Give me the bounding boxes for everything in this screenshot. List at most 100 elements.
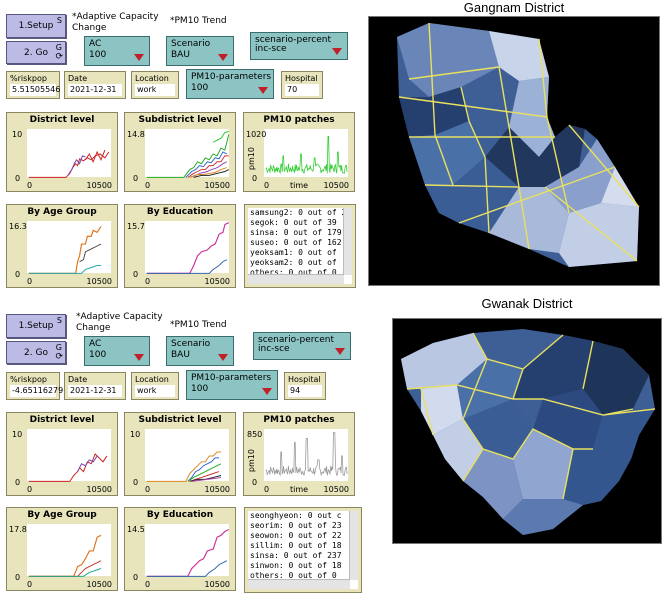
- setup-key: S: [56, 16, 62, 25]
- x-max-label: 10500: [86, 181, 112, 190]
- date-value: 2021-12-31: [68, 84, 122, 96]
- output-line: samsung2: 0 out of 2: [250, 208, 347, 217]
- ac-label: AC: [89, 39, 102, 49]
- plot-title: PM10 patches: [263, 415, 335, 425]
- setup-button[interactable]: 1.Setup S: [6, 14, 66, 38]
- y-max-label: 15.7: [127, 222, 145, 231]
- location-monitor: Location work: [131, 71, 179, 99]
- location-value: work: [135, 84, 175, 96]
- output-line: yeoksam2: 0 out of: [250, 258, 337, 267]
- x-min-label: 0: [145, 181, 151, 190]
- scenario-percent-chooser[interactable]: scenario-percent inc-sce: [253, 332, 351, 360]
- y-max-label: 850: [247, 430, 263, 439]
- gangnam-map-view[interactable]: [368, 16, 660, 286]
- location-label: Location: [135, 74, 169, 83]
- adaptive-capacity-note: *Adaptive Capacity Change: [76, 312, 163, 333]
- gangnam-district-shape: [397, 22, 640, 267]
- hospital-monitor: Hospital 70: [281, 71, 323, 99]
- x-min-label: 0: [264, 181, 270, 190]
- plot-title: By Age Group: [27, 510, 97, 520]
- ac-chooser[interactable]: AC 100: [84, 36, 150, 66]
- scenario-percent-chooser[interactable]: scenario-percent inc-sce: [250, 32, 348, 60]
- x-axis-label: time: [290, 485, 309, 494]
- y-max-label: 14.5: [127, 525, 145, 534]
- dropdown-arrow-icon: [332, 48, 342, 55]
- setup-button-label: 1.Setup: [18, 21, 54, 31]
- scenario-chooser[interactable]: Scenario BAU: [166, 36, 234, 66]
- y-min-label: 0: [15, 270, 21, 279]
- pm10-parameters-value: 100: [191, 384, 271, 396]
- hospital-monitor: Hospital 94: [284, 372, 326, 400]
- x-min-label: 0: [27, 580, 33, 589]
- x-min-label: 0: [145, 485, 151, 494]
- riskpop-label: %riskpop: [10, 375, 47, 384]
- output-line: sillim: 0 out of 18: [250, 541, 342, 550]
- pm10-parameters-chooser[interactable]: PM10-parameters 100: [186, 370, 278, 400]
- output-line: seorim: 0 out of 23: [250, 521, 342, 530]
- y-min-label: 0: [133, 174, 139, 183]
- map-title: Gwanak District: [481, 296, 573, 311]
- by-education-lines: [146, 528, 230, 577]
- plot-area: [27, 524, 111, 576]
- by-age-group-lines: [28, 534, 102, 577]
- location-monitor: Location work: [131, 372, 179, 400]
- by-education-plot: By Education 14.5 0 0 10500: [124, 507, 236, 591]
- dropdown-arrow-icon: [218, 354, 228, 361]
- district-level-lines: [28, 149, 110, 178]
- y-min-label: 0: [133, 478, 139, 487]
- dropdown-arrow-icon: [258, 87, 268, 94]
- dropdown-arrow-icon: [262, 388, 272, 395]
- ac-value: 100: [89, 50, 143, 62]
- y-min-label: 0: [133, 270, 139, 279]
- location-value: work: [135, 385, 175, 397]
- plot-area: [27, 429, 111, 481]
- y-min-label: 0: [252, 174, 258, 183]
- x-max-label: 10500: [86, 277, 112, 286]
- output-line: others: 0 out of 0: [250, 268, 337, 277]
- horizontal-scrollbar[interactable]: [248, 274, 344, 284]
- scenario-percent-value: inc-sce: [255, 44, 341, 56]
- pm10-parameters-value: 100: [191, 83, 267, 95]
- output-line: sinwon: 0 out of 18: [250, 561, 342, 570]
- x-max-label: 10500: [323, 181, 349, 190]
- output-line: yeoksam1: 0 out of: [250, 248, 337, 257]
- go-button[interactable]: 2. Go G ⟳: [6, 41, 66, 64]
- output-line: segok: 0 out of 39: [250, 218, 337, 227]
- date-label: Date: [68, 375, 88, 384]
- vertical-scrollbar[interactable]: [349, 511, 358, 580]
- y-max-label: 10: [130, 430, 141, 439]
- district-level-plot: District level 10 0 0 10500: [6, 112, 118, 192]
- pm10-trend-note: *PM10 Trend: [170, 16, 227, 26]
- gwanak-map-view[interactable]: [392, 318, 662, 544]
- subdistrict-level-plot: Subdistrict level 14.8 0 0 10500: [124, 112, 236, 192]
- plot-title: District level: [29, 415, 95, 425]
- x-max-label: 10500: [204, 181, 230, 190]
- hospital-label: Hospital: [285, 74, 318, 83]
- plot-title: Subdistrict level: [138, 415, 222, 425]
- horizontal-scrollbar[interactable]: [248, 579, 350, 589]
- dropdown-arrow-icon: [335, 348, 345, 355]
- y-max-label: 17.8: [9, 525, 27, 534]
- date-label: Date: [68, 74, 88, 83]
- pm10-parameters-chooser[interactable]: PM10-parameters 100: [186, 69, 274, 99]
- output-line: others: 0 out of 0: [250, 571, 337, 580]
- riskpop-label: %riskpop: [10, 74, 47, 83]
- subdistrict-output-box[interactable]: seonghyeon: 0 out c seorim: 0 out of 23 …: [244, 507, 362, 593]
- scenario-value: BAU: [171, 350, 227, 362]
- dropdown-arrow-icon: [218, 54, 228, 61]
- vertical-scrollbar[interactable]: [343, 208, 352, 275]
- x-min-label: 0: [27, 181, 33, 190]
- ac-chooser[interactable]: AC 100: [84, 336, 150, 366]
- x-min-label: 0: [27, 277, 33, 286]
- x-max-label: 10500: [86, 580, 112, 589]
- scenario-chooser[interactable]: Scenario BAU: [166, 336, 234, 366]
- go-button[interactable]: 2. Go G ⟳: [6, 341, 66, 364]
- gwanak-district-shape: [401, 329, 656, 535]
- setup-button[interactable]: 1.Setup S: [6, 314, 66, 338]
- subdistrict-output-box[interactable]: samsung2: 0 out of 2 segok: 0 out of 39 …: [244, 204, 356, 288]
- scenario-label: Scenario: [171, 39, 211, 49]
- output-line: seowon: 0 out of 22: [250, 531, 342, 540]
- subdistrict-level-lines: [146, 451, 222, 482]
- x-max-label: 10500: [86, 485, 112, 494]
- by-age-group-plot: By Age Group 16.3 0 0 10500: [6, 204, 118, 288]
